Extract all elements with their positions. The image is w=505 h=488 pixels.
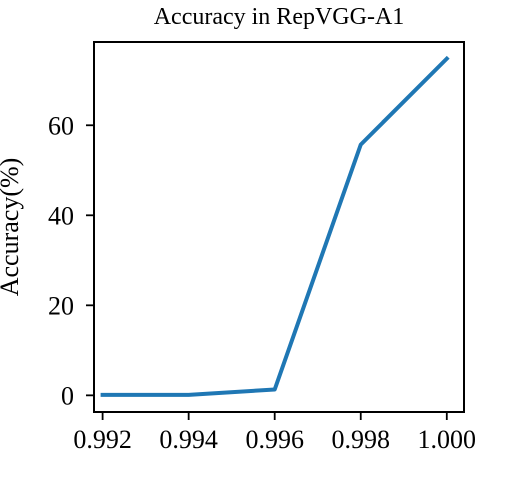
x-axis: 0.992 0.994 0.996 0.998 1.000	[73, 412, 476, 454]
y-axis: 0 20 40 60	[48, 111, 94, 410]
accuracy-line-series	[100, 55, 450, 397]
x-tick-label: 0.998	[331, 425, 390, 454]
series-layer	[100, 55, 450, 397]
x-tick-label: 1.000	[418, 425, 477, 454]
chart-title: Accuracy in RepVGG-A1	[154, 4, 405, 30]
y-tick-label: 60	[48, 111, 74, 140]
y-tick-label: 20	[48, 291, 74, 320]
y-tick-label: 40	[48, 201, 74, 230]
x-tick-label: 0.994	[159, 425, 218, 454]
x-tick-label: 0.996	[245, 425, 304, 454]
y-tick-label: 0	[61, 381, 74, 410]
y-axis-label: Accuracy(%)	[0, 158, 24, 297]
x-tick-label: 0.992	[73, 425, 132, 454]
plot-area	[93, 41, 465, 413]
